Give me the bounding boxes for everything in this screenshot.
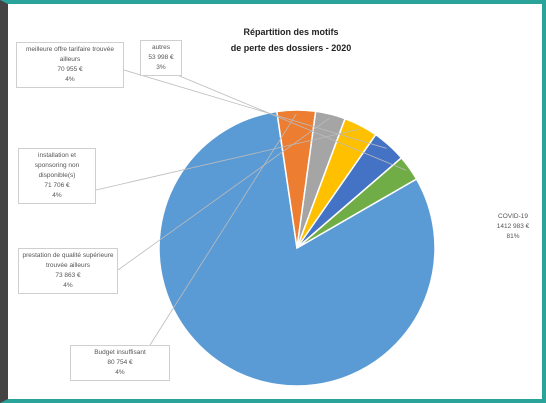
leader-quality bbox=[117, 117, 330, 271]
label-others-percent: 3% bbox=[156, 64, 166, 71]
label-others-name: autres bbox=[151, 44, 171, 51]
label-quality-percent: 4% bbox=[63, 282, 73, 289]
label-covid-percent: 81% bbox=[506, 233, 520, 240]
label-installation-percent: 4% bbox=[52, 192, 62, 199]
leader-others bbox=[169, 71, 407, 171]
label-installation: installation et sponsoring non disponibl… bbox=[18, 148, 96, 204]
label-quality-name: prestation de qualité supérieure trouvée… bbox=[22, 252, 114, 269]
chart-title: Répartition des motifs de perte des doss… bbox=[196, 24, 386, 56]
label-best-offer-percent: 4% bbox=[65, 76, 75, 83]
slice-covid bbox=[158, 110, 436, 387]
leader-installation bbox=[95, 128, 360, 191]
leader-budget bbox=[149, 113, 297, 346]
label-best-offer: meilleure offre tarifaire trouvée ailleu… bbox=[16, 42, 124, 88]
label-covid: COVID-19 1412 983 € 81% bbox=[490, 210, 536, 244]
label-budget: Budget insuffisant 80 754 € 4% bbox=[70, 345, 170, 381]
label-others-amount: 53 998 € bbox=[148, 54, 174, 61]
leader-best-offer bbox=[123, 69, 387, 149]
chart-title-line-2: de perte des dossiers - 2020 bbox=[230, 43, 352, 53]
slice-others bbox=[296, 156, 418, 249]
label-budget-name: Budget insuffisant bbox=[94, 349, 146, 356]
label-budget-percent: 4% bbox=[115, 369, 125, 376]
label-others: autres 53 998 € 3% bbox=[140, 40, 182, 76]
label-quality-amount: 73 863 € bbox=[55, 272, 81, 279]
label-budget-amount: 80 754 € bbox=[107, 359, 133, 366]
label-best-offer-name: meilleure offre tarifaire trouvée ailleu… bbox=[25, 46, 115, 63]
label-covid-amount: 1412 983 € bbox=[496, 223, 530, 230]
label-quality: prestation de qualité supérieure trouvée… bbox=[18, 248, 118, 294]
chart-title-line-1: Répartition des motifs bbox=[243, 27, 339, 37]
label-best-offer-amount: 70 955 € bbox=[57, 66, 83, 73]
label-covid-name: COVID-19 bbox=[498, 213, 528, 220]
label-installation-amount: 71 706 € bbox=[44, 182, 70, 189]
label-installation-name: installation et sponsoring non disponibl… bbox=[34, 152, 80, 179]
